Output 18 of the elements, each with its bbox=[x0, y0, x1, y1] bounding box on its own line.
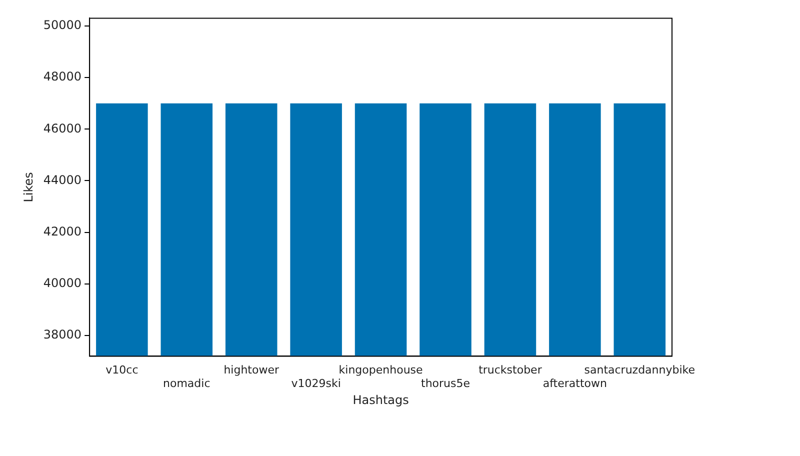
x-tick-label: afterattown bbox=[542, 376, 607, 390]
x-tick-label: v1029ski bbox=[291, 376, 341, 390]
y-tick-label: 48000 bbox=[43, 70, 82, 84]
x-axis-title: Hashtags bbox=[352, 392, 409, 407]
x-tick-label: hightower bbox=[224, 364, 280, 377]
y-tick-label: 42000 bbox=[43, 224, 82, 238]
x-tick-label: kingopenhouse bbox=[338, 364, 424, 377]
y-tick-label: 38000 bbox=[43, 328, 82, 342]
y-tick-label: 46000 bbox=[43, 121, 82, 136]
x-tick-label: truckstober bbox=[478, 364, 542, 377]
x-tick-label: nomadic bbox=[163, 376, 210, 390]
x-tick-label: santacruzdannybike bbox=[584, 364, 696, 377]
x-tick-label: v10cc bbox=[106, 364, 138, 377]
y-tick-label: 50000 bbox=[43, 18, 82, 32]
x-tick-label: thorus5e bbox=[420, 376, 470, 390]
y-axis-title: Likes bbox=[21, 172, 36, 202]
y-tick-label: 44000 bbox=[43, 172, 82, 187]
y-tick-label: 40000 bbox=[43, 276, 82, 290]
